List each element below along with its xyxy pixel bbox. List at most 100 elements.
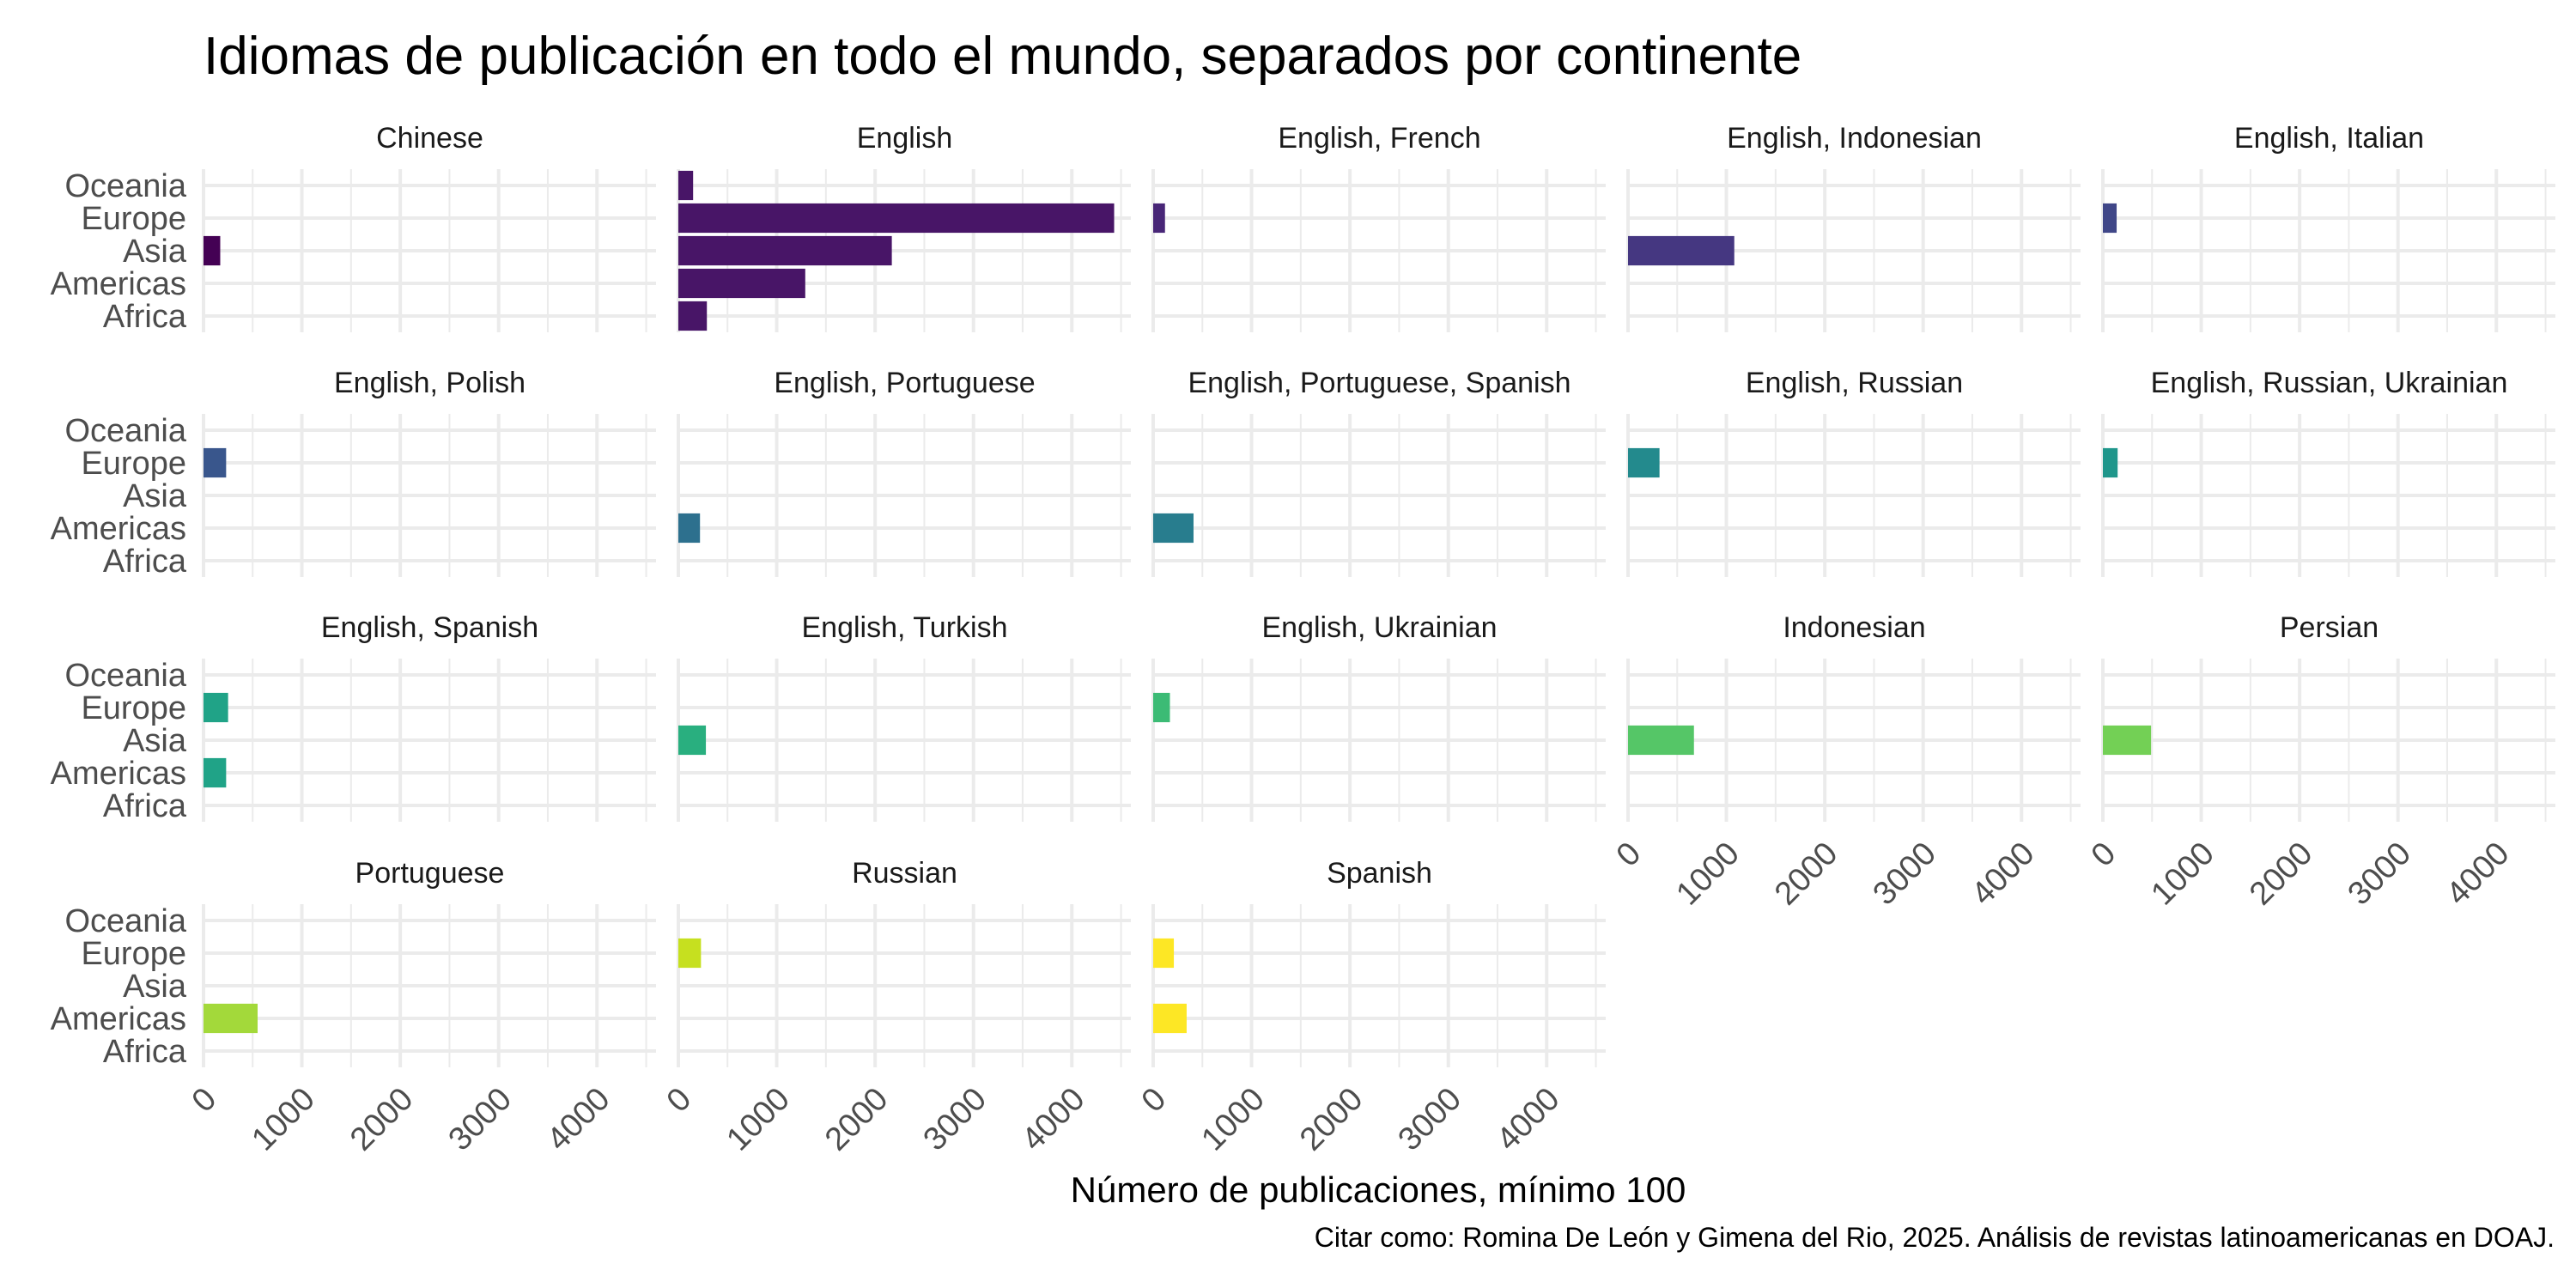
x-tick-label: 4000 bbox=[540, 1081, 617, 1157]
x-tick-label: 1000 bbox=[2144, 835, 2221, 912]
y-tick-label: Asia bbox=[123, 478, 187, 514]
x-tick-label: 0 bbox=[185, 1081, 224, 1120]
bar-persian-asia bbox=[2103, 725, 2152, 756]
facet-label-english-ukrainian: English, Ukrainian bbox=[1261, 611, 1497, 644]
bar-english-africa bbox=[678, 301, 708, 331]
y-tick-label: Asia bbox=[123, 234, 187, 270]
y-tick-label: Europe bbox=[81, 690, 186, 726]
bar-english-spanish-europe bbox=[204, 692, 228, 723]
bar-portuguese-americas bbox=[204, 1003, 258, 1034]
facet-label-chinese: Chinese bbox=[376, 122, 483, 155]
y-tick-label: Europe bbox=[81, 936, 186, 972]
bar-english-portuguese-spanish-americas bbox=[1153, 513, 1194, 544]
chart-title: Idiomas de publicación en todo el mundo,… bbox=[204, 27, 1801, 86]
bar-english-asia bbox=[678, 235, 892, 266]
x-tick-label: 3000 bbox=[1867, 835, 1943, 912]
facet-panels: ChineseAfricaAmericasAsiaEuropeOceaniaEn… bbox=[51, 122, 2555, 1157]
panel-spanish: Spanish 0 1000 2000 3000 4000 bbox=[1135, 857, 1606, 1157]
facet-label-english-russian: English, Russian bbox=[1746, 367, 1963, 399]
bar-spanish-americas bbox=[1153, 1003, 1187, 1034]
panel-english-french: English, French bbox=[1151, 122, 1606, 332]
bar-chinese-asia bbox=[204, 235, 221, 266]
bar-english-europe bbox=[678, 203, 1115, 234]
bar-spanish-europe bbox=[1153, 938, 1175, 969]
x-tick-label: 4000 bbox=[1965, 835, 2041, 912]
x-tick-label: 1000 bbox=[720, 1081, 796, 1157]
bar-english-french-europe bbox=[1153, 203, 1165, 234]
y-tick-label: Americas bbox=[51, 1001, 186, 1037]
facet-label-english-russian-ukrainian: English, Russian, Ukrainian bbox=[2151, 367, 2508, 399]
bar-english-turkish-asia bbox=[678, 725, 707, 756]
x-tick-label: 3000 bbox=[442, 1081, 519, 1157]
facet-label-english-italian: English, Italian bbox=[2234, 122, 2424, 155]
panel-russian: Russian 0 1000 2000 3000 4000 bbox=[660, 857, 1131, 1157]
facet-label-english: English bbox=[857, 122, 953, 155]
y-tick-label: Oceania bbox=[64, 168, 186, 204]
panel-english-russian-ukrainian: English, Russian, Ukrainian bbox=[2101, 367, 2555, 577]
bar-indonesian-asia bbox=[1628, 725, 1694, 756]
x-tick-label: 1000 bbox=[245, 1081, 321, 1157]
facet-label-english-portuguese: English, Portuguese bbox=[774, 367, 1035, 399]
bar-english-oceania bbox=[678, 170, 694, 201]
panel-english-spanish: English, Spanish AfricaAmericasAsiaEurope… bbox=[51, 611, 656, 824]
x-tick-label: 2000 bbox=[1768, 835, 1844, 912]
y-tick-label: Americas bbox=[51, 511, 186, 547]
bar-english-italian-europe bbox=[2103, 203, 2117, 234]
y-tick-label: Africa bbox=[103, 1034, 187, 1070]
y-tick-label: Europe bbox=[81, 201, 186, 237]
x-tick-label: 0 bbox=[660, 1081, 699, 1120]
y-tick-label: Oceania bbox=[64, 903, 186, 939]
bar-english-polish-europe bbox=[204, 447, 227, 478]
x-tick-label: 1000 bbox=[1194, 1081, 1271, 1157]
x-tick-label: 2000 bbox=[343, 1081, 420, 1157]
y-tick-label: Americas bbox=[51, 266, 186, 302]
panel-english-turkish: English, Turkish bbox=[677, 611, 1131, 822]
y-tick-label: Europe bbox=[81, 446, 186, 482]
bar-english-portuguese-americas bbox=[678, 513, 701, 544]
panel-english-portuguese-spanish: English, Portuguese, Spanish bbox=[1151, 367, 1606, 577]
bar-english-americas bbox=[678, 268, 805, 299]
facet-label-english-polish: English, Polish bbox=[334, 367, 526, 399]
x-tick-label: 3000 bbox=[2342, 835, 2418, 912]
panel-english-italian: English, Italian bbox=[2101, 122, 2555, 332]
x-tick-label: 3000 bbox=[1392, 1081, 1468, 1157]
x-axis-label: Número de publicaciones, mínimo 100 bbox=[1071, 1170, 1686, 1210]
chart-caption: Citar como: Romina De León y Gimena del … bbox=[1315, 1222, 2555, 1253]
facet-label-english-indonesian: English, Indonesian bbox=[1727, 122, 1982, 155]
facet-label-english-french: English, French bbox=[1278, 122, 1480, 155]
y-tick-label: Africa bbox=[103, 299, 187, 335]
x-tick-label: 2000 bbox=[1293, 1081, 1370, 1157]
x-tick-label: 4000 bbox=[1015, 1081, 1091, 1157]
x-tick-label: 2000 bbox=[2243, 835, 2319, 912]
facet-label-portuguese: Portuguese bbox=[355, 857, 505, 890]
bar-russian-europe bbox=[678, 938, 702, 969]
x-tick-label: 1000 bbox=[1669, 835, 1746, 912]
x-tick-label: 0 bbox=[1610, 835, 1649, 874]
bar-english-spanish-americas bbox=[204, 757, 227, 788]
panel-english-portuguese: English, Portuguese bbox=[677, 367, 1131, 577]
facet-label-english-portuguese-spanish: English, Portuguese, Spanish bbox=[1188, 367, 1571, 399]
facet-label-russian: Russian bbox=[852, 857, 957, 890]
panel-english-ukrainian: English, Ukrainian bbox=[1151, 611, 1606, 822]
x-tick-label: 0 bbox=[2085, 835, 2123, 874]
facet-label-english-spanish: English, Spanish bbox=[321, 611, 538, 644]
facet-label-indonesian: Indonesian bbox=[1783, 611, 1925, 644]
x-tick-label: 2000 bbox=[818, 1081, 895, 1157]
y-tick-label: Asia bbox=[123, 723, 187, 759]
bar-english-russian-europe bbox=[1628, 447, 1660, 478]
x-tick-label: 3000 bbox=[917, 1081, 993, 1157]
y-tick-label: Africa bbox=[103, 788, 187, 824]
y-tick-label: Oceania bbox=[64, 658, 186, 694]
y-tick-label: Americas bbox=[51, 756, 186, 792]
facet-label-persian: Persian bbox=[2280, 611, 2379, 644]
y-tick-label: Asia bbox=[123, 969, 187, 1005]
panel-english: English bbox=[677, 122, 1131, 332]
facet-label-spanish: Spanish bbox=[1327, 857, 1432, 890]
panel-english-polish: English, Polish AfricaAmericasAsiaEuropeO… bbox=[51, 367, 656, 580]
facet-label-english-turkish: English, Turkish bbox=[802, 611, 1008, 644]
bar-english-russian-ukrainian-europe bbox=[2103, 447, 2118, 478]
x-tick-label: 4000 bbox=[1490, 1081, 1566, 1157]
panel-english-russian: English, Russian bbox=[1626, 367, 2081, 577]
panel-indonesian: Indonesian 0 1000 2000 3000 4000 bbox=[1610, 611, 2081, 912]
